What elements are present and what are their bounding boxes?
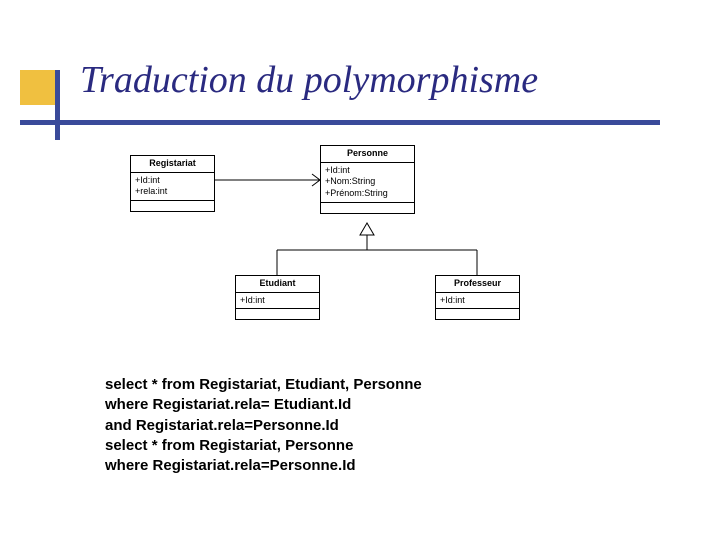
title-line-horizontal <box>20 120 660 125</box>
sql-line: select * from Registariat, Etudiant, Per… <box>105 375 422 395</box>
sql-line: select * from Registariat, Personne <box>105 436 422 456</box>
class-etudiant: Etudiant +Id:int <box>235 275 320 320</box>
attr: +Id:int <box>135 175 210 187</box>
attr: +rela:int <box>135 186 210 198</box>
attr: +Id:int <box>240 295 315 307</box>
uml-diagram: Registariat +Id:int +rela:int Personne +… <box>120 145 600 355</box>
class-personne: Personne +Id:int +Nom:String +Prénom:Str… <box>320 145 415 214</box>
attr: +Id:int <box>325 165 410 177</box>
class-attrs: +Id:int <box>236 293 319 310</box>
attr: +Nom:String <box>325 176 410 188</box>
class-attrs: +Id:int +Nom:String +Prénom:String <box>321 163 414 203</box>
class-professeur: Professeur +Id:int <box>435 275 520 320</box>
class-ops <box>131 201 214 211</box>
title-line-vertical <box>55 70 60 140</box>
sql-line: where Registariat.rela= Etudiant.Id <box>105 395 422 415</box>
class-name: Personne <box>321 146 414 163</box>
class-ops <box>321 203 414 213</box>
class-ops <box>236 309 319 319</box>
sql-line: where Registariat.rela=Personne.Id <box>105 456 422 476</box>
class-ops <box>436 309 519 319</box>
class-name: Professeur <box>436 276 519 293</box>
class-attrs: +Id:int +rela:int <box>131 173 214 201</box>
class-name: Etudiant <box>236 276 319 293</box>
title-accent-square <box>20 70 55 105</box>
sql-line: and Registariat.rela=Personne.Id <box>105 416 422 436</box>
class-attrs: +Id:int <box>436 293 519 310</box>
page-title: Traduction du polymorphisme <box>80 58 538 102</box>
attr: +Id:int <box>440 295 515 307</box>
sql-code-block: select * from Registariat, Etudiant, Per… <box>105 375 422 476</box>
class-registariat: Registariat +Id:int +rela:int <box>130 155 215 212</box>
class-name: Registariat <box>131 156 214 173</box>
attr: +Prénom:String <box>325 188 410 200</box>
